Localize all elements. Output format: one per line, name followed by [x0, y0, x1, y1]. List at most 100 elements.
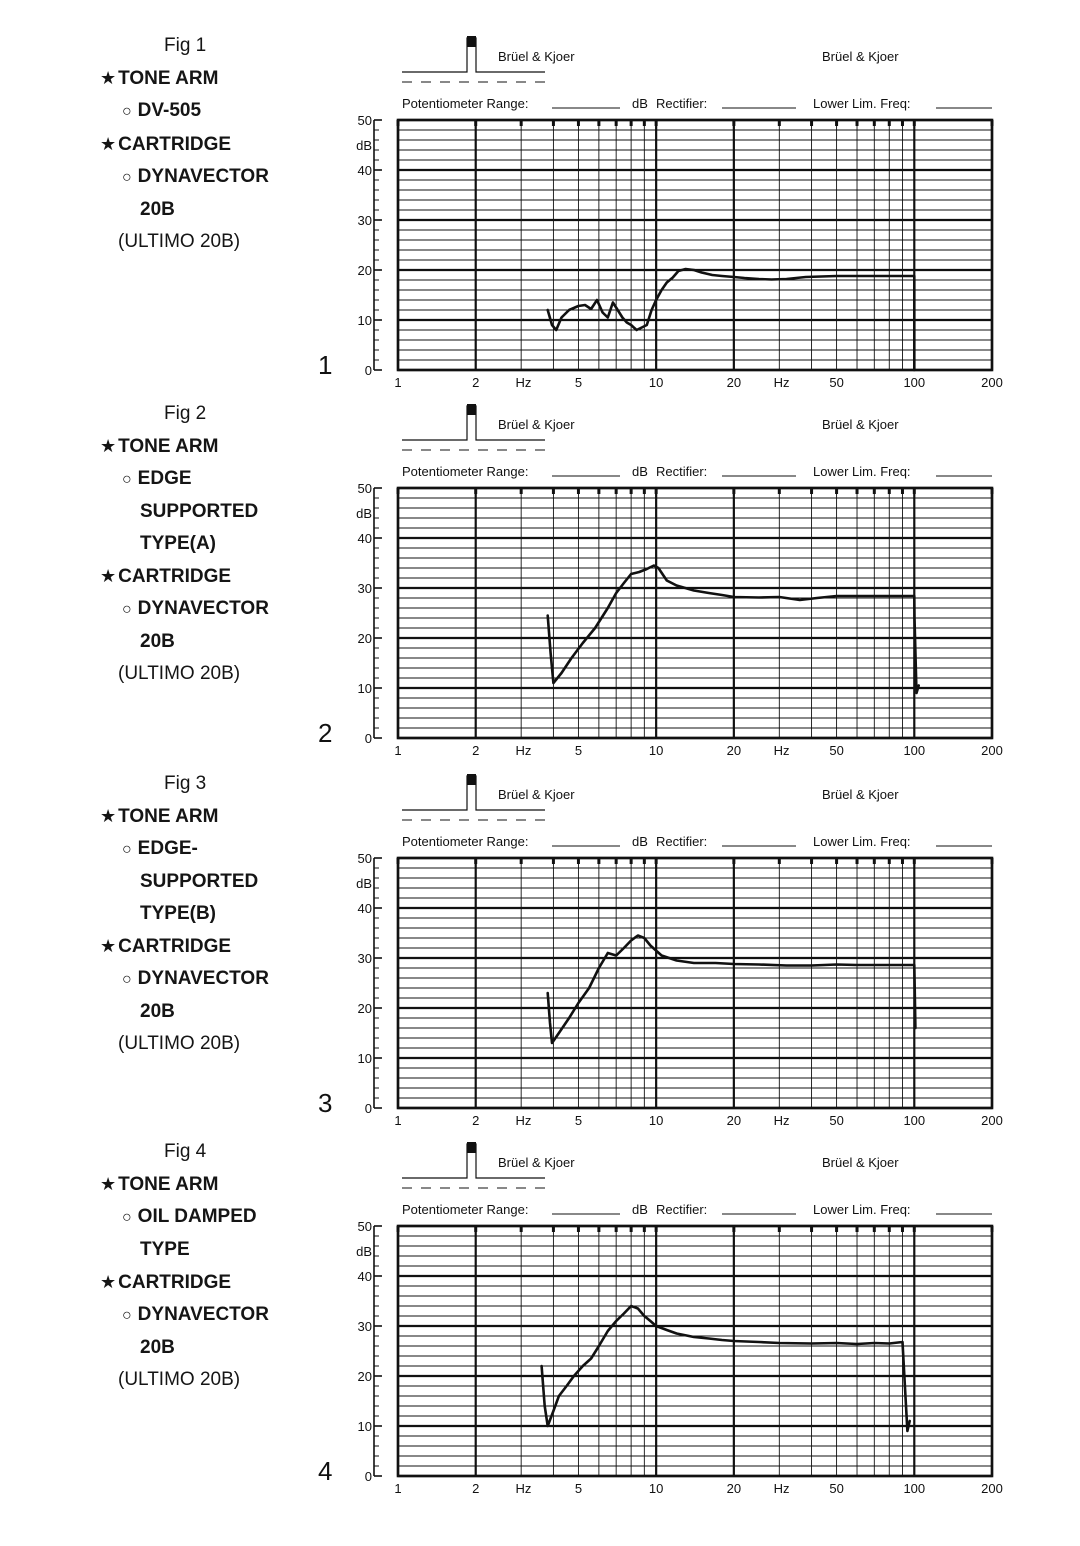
x-tick-label: Hz	[515, 743, 531, 758]
y-tick-label: 20	[358, 631, 372, 646]
x-tick-label: 200	[981, 1113, 1003, 1128]
x-tick-label: 1	[394, 1481, 401, 1496]
x-axis: 1 2 Hz 5 10 20 Hz 50 100 200	[394, 1481, 1002, 1496]
response-curve	[546, 267, 916, 372]
frame-tick	[887, 488, 891, 494]
y-axis-unit: dB	[356, 1244, 372, 1259]
x-tick-label: 100	[903, 1481, 925, 1496]
brand-right: Brüel & Kjoer	[822, 49, 899, 64]
x-tick-label: 50	[829, 743, 843, 758]
lower-lim-label: Lower Lim. Freq:	[813, 464, 911, 479]
frame-tick	[777, 488, 781, 494]
chart-header: Brüel & Kjoer Brüel & Kjoer Potentiomete…	[402, 404, 992, 479]
frame-tick	[597, 120, 601, 126]
y-tick-label: 10	[358, 1051, 372, 1066]
frame-tick	[855, 120, 859, 126]
response-curve	[546, 564, 920, 695]
cartridge-line: DYNAVECTOR	[100, 161, 320, 194]
frame-tick	[629, 1226, 633, 1232]
figure-panel-3: Fig 3 TONE ARM EDGE- SUPPORTED TYPE(B) CAR…	[0, 768, 1080, 1138]
chart-grid	[396, 486, 994, 740]
frame-tick	[835, 488, 839, 494]
x-tick-label: 10	[649, 1481, 663, 1496]
brand-left: Brüel & Kjoer	[498, 787, 575, 802]
frame-tick	[551, 1226, 555, 1232]
db-label: dB	[632, 834, 648, 849]
y-axis-unit: dB	[356, 138, 372, 153]
x-tick-label: 10	[649, 743, 663, 758]
potentiometer-label: Potentiometer Range:	[402, 464, 528, 479]
frequency-response-chart: Brüel & Kjoer Brüel & Kjoer Potentiomete…	[356, 36, 1003, 390]
cartridge-line: 20B	[140, 1001, 175, 1022]
tone-arm-line: SUPPORTED	[140, 501, 259, 522]
x-tick-label: 5	[575, 375, 582, 390]
frame-tick	[777, 120, 781, 126]
figure-caption: Fig 3 TONE ARM EDGE- SUPPORTED TYPE(B) CAR…	[100, 768, 320, 1060]
frame-tick	[519, 120, 523, 126]
chart-grid	[396, 856, 994, 1110]
frame-tick	[810, 120, 814, 126]
frame-tick	[551, 488, 555, 494]
brand-left: Brüel & Kjoer	[498, 49, 575, 64]
x-tick-label: Hz	[515, 1113, 531, 1128]
x-tick-label: Hz	[515, 1481, 531, 1496]
chart-frame	[396, 856, 994, 1110]
frame-tick	[810, 1226, 814, 1232]
y-tick-label: 20	[358, 263, 372, 278]
frame-tick	[777, 858, 781, 864]
x-tick-label: 1	[394, 743, 401, 758]
y-tick-label: 20	[358, 1369, 372, 1384]
frame-tick	[474, 1226, 478, 1232]
frame-tick	[900, 120, 904, 126]
frame-tick	[629, 858, 633, 864]
frame-tick	[474, 858, 478, 864]
x-tick-label: 100	[903, 1113, 925, 1128]
x-tick-label: 100	[903, 743, 925, 758]
lower-lim-label: Lower Lim. Freq:	[813, 1202, 911, 1217]
frame-tick	[654, 488, 658, 494]
frame-tick	[642, 120, 646, 126]
frame-tick	[474, 488, 478, 494]
x-tick-label: 10	[649, 1113, 663, 1128]
figure-caption: Fig 2 TONE ARM EDGE SUPPORTED TYPE(A) CART…	[100, 398, 320, 690]
frame-tick	[732, 120, 736, 126]
x-tick-label: Hz	[774, 375, 790, 390]
x-tick-label: 2	[472, 1113, 479, 1128]
frame-tick	[576, 120, 580, 126]
x-tick-label: 200	[981, 1481, 1003, 1496]
frame-tick	[576, 488, 580, 494]
y-tick-label: 30	[358, 581, 372, 596]
frame-tick	[597, 858, 601, 864]
frame-tick	[551, 858, 555, 864]
figure-number: 1	[318, 350, 333, 380]
frequency-response-chart: Brüel & Kjoer Brüel & Kjoer Potentiomete…	[356, 1142, 1003, 1496]
cartridge-line: 20B	[140, 1337, 175, 1358]
cartridge-note: (ULTIMO 20B)	[118, 1369, 241, 1390]
y-tick-label: 20	[358, 1001, 372, 1016]
potentiometer-label: Potentiometer Range:	[402, 1202, 528, 1217]
y-axis: 50 40 30 20 10 0 dB	[356, 113, 382, 378]
frame-tick	[855, 488, 859, 494]
x-tick-label: 1	[394, 1113, 401, 1128]
frame-tick	[654, 120, 658, 126]
y-axis-unit: dB	[356, 506, 372, 521]
frame-tick	[629, 120, 633, 126]
y-tick-label: 40	[358, 901, 372, 916]
y-tick-label: 40	[358, 531, 372, 546]
x-tick-label: 200	[981, 743, 1003, 758]
x-tick-label: 5	[575, 1481, 582, 1496]
rectifier-label: Rectifier:	[656, 1202, 707, 1217]
frame-tick	[597, 488, 601, 494]
frame-tick	[912, 1226, 916, 1232]
x-tick-label: 10	[649, 375, 663, 390]
response-curve	[546, 934, 917, 1045]
cartridge-line: DYNAVECTOR	[100, 1299, 320, 1332]
cartridge-line: DYNAVECTOR	[100, 963, 320, 996]
frame-tick	[777, 1226, 781, 1232]
cartridge-line: DYNAVECTOR	[100, 593, 320, 626]
rectifier-label: Rectifier:	[656, 834, 707, 849]
frame-tick	[576, 1226, 580, 1232]
potentiometer-label: Potentiometer Range:	[402, 96, 528, 111]
y-tick-label: 10	[358, 1419, 372, 1434]
